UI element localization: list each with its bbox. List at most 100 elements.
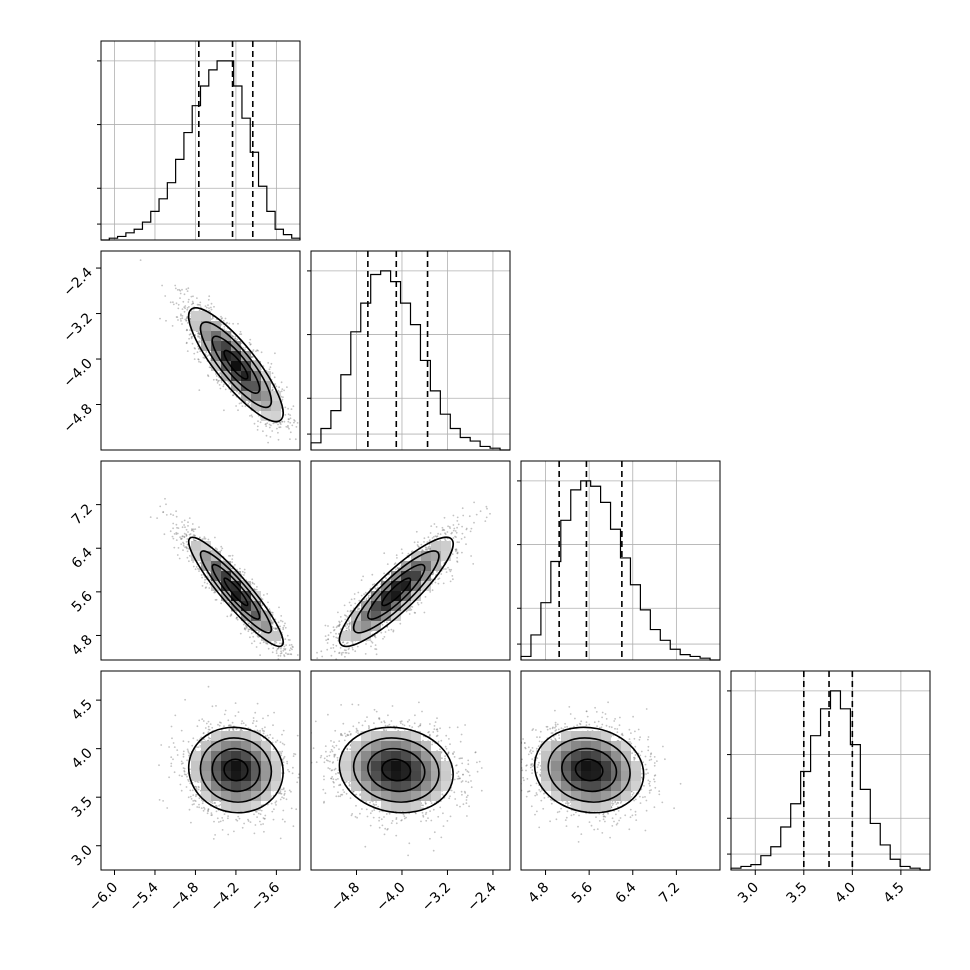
density-cell [251, 591, 261, 601]
scatter-point [174, 284, 177, 287]
scatter-point [274, 669, 276, 671]
scatter-point [383, 572, 385, 575]
scatter-point [271, 621, 274, 624]
scatter-point [287, 639, 290, 641]
scatter-point [176, 554, 179, 556]
scatter-point [456, 520, 459, 522]
scatter-point [199, 304, 202, 306]
scatter-point [180, 543, 183, 545]
scatter-point [271, 372, 274, 375]
density-cell [241, 351, 251, 361]
scatter-point [289, 438, 291, 440]
scatter-point [172, 303, 175, 306]
scatter-point [248, 622, 250, 625]
scatter-point [181, 537, 183, 540]
scatter-point [255, 588, 258, 591]
scatter-point [198, 333, 201, 336]
scatter-point [215, 378, 218, 381]
scatter-point [352, 642, 354, 645]
scatter-point [292, 646, 294, 648]
scatter-point [439, 539, 442, 542]
scatter-point [187, 547, 190, 550]
scatter-point [177, 527, 180, 529]
scatter-point [175, 539, 178, 541]
scatter-point [185, 329, 188, 332]
scatter-point [163, 533, 166, 536]
scatter-point [176, 526, 178, 529]
scatter-point [173, 546, 176, 549]
scatter-point [270, 611, 273, 614]
scatter-point [273, 663, 275, 665]
scatter-point [455, 550, 457, 553]
scatter-point [252, 349, 255, 351]
scatter-point [286, 386, 288, 388]
scatter-point [271, 651, 274, 654]
scatter-point [236, 616, 238, 619]
scatter-point [203, 536, 206, 538]
scatter-point [280, 381, 283, 384]
scatter-point [267, 647, 270, 650]
scatter-point [200, 574, 203, 576]
scatter-point [185, 535, 188, 537]
scatter-point [279, 652, 282, 655]
scatter-point [186, 556, 189, 559]
scatter-point [234, 337, 236, 340]
axes-frame [310, 250, 511, 451]
density-cell [261, 381, 271, 391]
scatter-point [218, 384, 221, 386]
scatter-point [179, 292, 182, 295]
scatter-point [221, 317, 224, 319]
density-cell [191, 541, 201, 551]
scatter-point [214, 547, 217, 550]
scatter-point [234, 337, 237, 340]
scatter-point [187, 531, 189, 533]
scatter-point [276, 628, 278, 630]
scatter-point [278, 426, 281, 429]
scatter-point [257, 631, 260, 634]
scatter-point [346, 663, 348, 665]
scatter-point [239, 333, 241, 335]
scatter-point [266, 642, 268, 644]
scatter-point [457, 523, 460, 526]
scatter-point [283, 648, 285, 650]
scatter-point [183, 310, 186, 313]
scatter-point [448, 568, 451, 571]
scatter-point [204, 579, 206, 581]
scatter-point [239, 567, 241, 570]
scatter-point [210, 302, 213, 305]
density-cell [211, 561, 221, 571]
scatter-point [220, 545, 223, 548]
scatter-point [248, 404, 251, 407]
scatter-point [284, 622, 286, 625]
scatter-point [282, 396, 284, 399]
scatter-point [186, 316, 189, 318]
scatter-point [188, 306, 190, 308]
scatter-point [281, 420, 284, 423]
scatter-point [256, 586, 258, 588]
scatter-point [187, 287, 190, 290]
scatter-point [172, 522, 175, 525]
scatter-point [243, 623, 245, 626]
scatter-point [256, 635, 259, 637]
scatter-point [182, 549, 184, 552]
scatter-point [185, 319, 188, 322]
scatter-point [179, 297, 181, 299]
scatter-point [203, 537, 206, 540]
scatter-point [198, 389, 201, 391]
scatter-point [307, 665, 309, 667]
scatter-point [343, 604, 346, 607]
scatter-point [324, 624, 327, 627]
scatter-point [232, 336, 235, 338]
scatter-point [215, 598, 218, 601]
scatter-point [286, 634, 289, 637]
scatter-point [198, 360, 200, 363]
panel-content [149, 497, 309, 671]
scatter-point [199, 536, 201, 539]
scatter-point [274, 627, 277, 630]
scatter-point [252, 635, 255, 638]
scatter-point [207, 304, 209, 306]
scatter-point [280, 650, 282, 653]
scatter-point [223, 409, 225, 412]
scatter-point [284, 626, 287, 629]
scatter-point [231, 558, 234, 560]
